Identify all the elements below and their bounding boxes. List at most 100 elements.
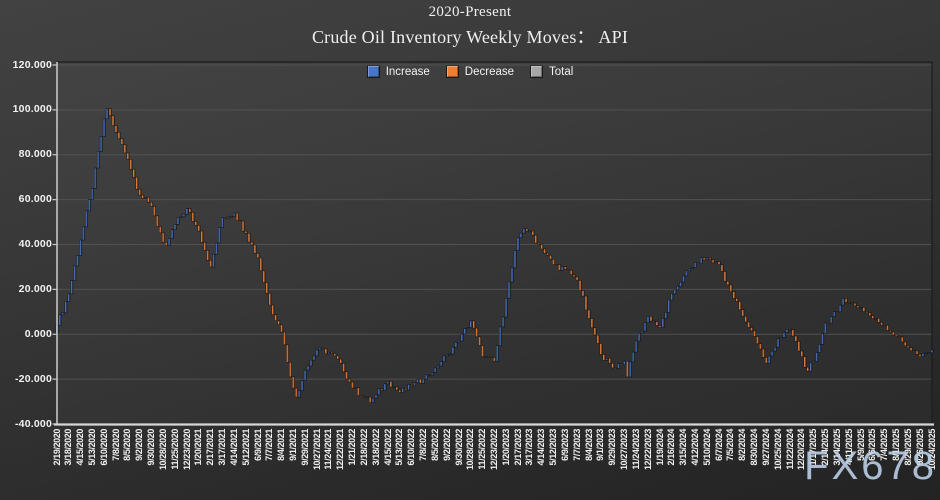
increase-bar [70,280,74,295]
increase-bar [782,332,786,338]
x-tick-label: 3/17/2023 [524,429,535,466]
decrease-bar [472,320,476,329]
decrease-bar [111,115,115,126]
decrease-bar [791,329,795,337]
decrease-bar [126,152,130,160]
decrease-bar [649,315,653,322]
x-tick-label: 9/29/2021 [299,429,310,466]
increase-bar [428,374,431,377]
decrease-bar [788,329,792,331]
decrease-bar [729,284,733,292]
decrease-bar [209,260,213,268]
decrease-bar [803,356,807,368]
decrease-bar [487,356,491,358]
decrease-bar [336,355,340,360]
x-tick-label: 3/15/2024 [678,429,689,466]
increase-bar [413,382,417,387]
decrease-bar [602,354,606,361]
increase-bar [646,315,650,323]
x-tick-label: 3/18/2020 [63,429,74,466]
increase-bar [297,390,301,398]
increase-bar [463,328,467,335]
increase-bar [167,238,171,246]
increase-bar [830,316,833,324]
x-tick-label: 8/5/2020 [122,429,133,461]
decrease-bar [599,343,603,355]
x-tick-label: 2/16/2024 [666,429,677,466]
x-tick-label: 7/8/2022 [418,429,429,461]
decrease-bar [253,244,257,254]
increase-bar [365,396,369,399]
increase-bar [392,386,396,389]
decrease-bar [259,257,263,272]
decrease-bar [581,290,585,297]
increase-bar [300,380,304,392]
increase-bar [809,362,813,372]
decrease-bar [608,357,612,364]
decrease-bar [912,350,916,352]
x-tick-label: 11/24/2021 [323,429,334,470]
decrease-bar [835,311,839,313]
increase-bar [528,230,532,233]
x-tick-label: 12/23/2022 [489,429,499,471]
increase-bar [439,361,443,367]
decrease-bar [759,343,763,350]
decrease-bar [368,396,372,403]
increase-bar [433,367,437,373]
decrease-bar [626,360,629,378]
decrease-bar [827,322,830,325]
increase-bar [182,213,186,218]
increase-bar [767,355,771,364]
increase-bar [770,350,774,357]
increase-bar [617,363,621,369]
increase-bar [96,151,100,169]
decrease-bar [720,264,724,272]
decrease-bar [534,234,538,244]
x-tick-label: 10/27/2023 [619,429,630,471]
increase-bar [215,242,219,255]
decrease-bar [806,366,810,372]
decrease-bar [655,321,659,326]
increase-bar [685,270,689,277]
increase-bar [682,275,686,283]
decrease-bar [380,388,384,391]
decrease-bar [265,282,269,294]
x-tick-label: 1/21/2022 [347,429,358,466]
increase-bar [859,307,863,309]
increase-bar [832,311,836,318]
increase-bar [377,388,381,396]
legend-label-increase: Increase [386,66,430,78]
increase-bar [605,357,609,361]
x-tick-label: 2/17/2021 [205,429,216,466]
x-tick-label: 10/25/2024 [772,429,783,471]
decrease-bar [918,354,922,357]
decrease-bar [345,371,349,380]
decrease-bar [531,230,535,236]
decrease-bar [611,362,615,369]
increase-bar [460,333,464,342]
increase-bar [232,212,236,217]
x-tick-label: 4/15/2022 [382,429,393,466]
increase-bar [691,267,695,269]
decrease-bar [197,225,201,232]
increase-bar [519,232,523,239]
decrease-bar [147,196,151,203]
legend-label-total: Total [549,66,573,78]
x-tick-label: 6/9/2023 [559,429,570,461]
decrease-bar [283,331,287,346]
decrease-bar [865,311,869,314]
increase-bar [327,351,331,355]
increase-bar [501,316,505,328]
decrease-bar [575,276,579,281]
x-tick-label: 5/13/2020 [86,429,97,466]
decrease-bar [915,350,919,355]
decrease-bar [333,353,337,357]
x-tick-label: 5/12/2023 [548,429,559,466]
increase-bar [776,338,780,348]
plot-background [57,62,932,424]
decrease-bar [339,358,343,364]
y-tick-label: 20.000 [18,282,52,295]
increase-bar [661,317,665,328]
increase-bar [510,267,514,283]
